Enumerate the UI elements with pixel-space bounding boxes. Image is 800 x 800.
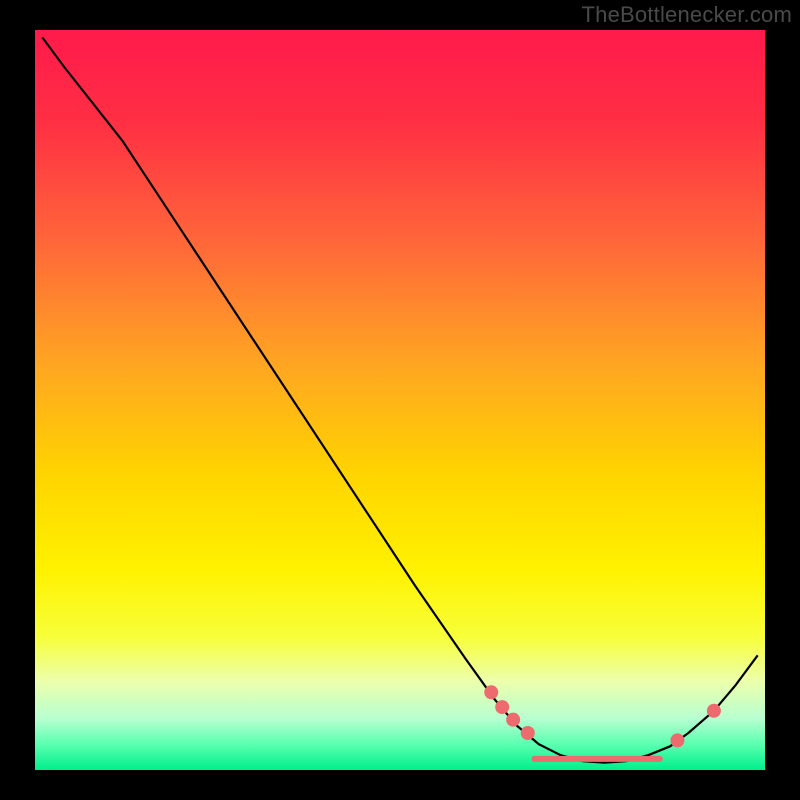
highlight-marker-dot	[506, 713, 520, 727]
highlight-marker-dot	[707, 704, 721, 718]
highlight-marker-dot	[521, 726, 535, 740]
chart-svg	[35, 30, 765, 770]
gradient-background	[35, 30, 765, 770]
attribution-text: TheBottlenecker.com	[582, 2, 792, 28]
highlight-marker-dot	[670, 733, 684, 747]
highlight-marker-dot	[484, 685, 498, 699]
bottom-marker-bar	[531, 756, 662, 762]
highlight-marker-dot	[495, 700, 509, 714]
plot-area	[35, 30, 765, 770]
chart-frame: TheBottlenecker.com	[0, 0, 800, 800]
